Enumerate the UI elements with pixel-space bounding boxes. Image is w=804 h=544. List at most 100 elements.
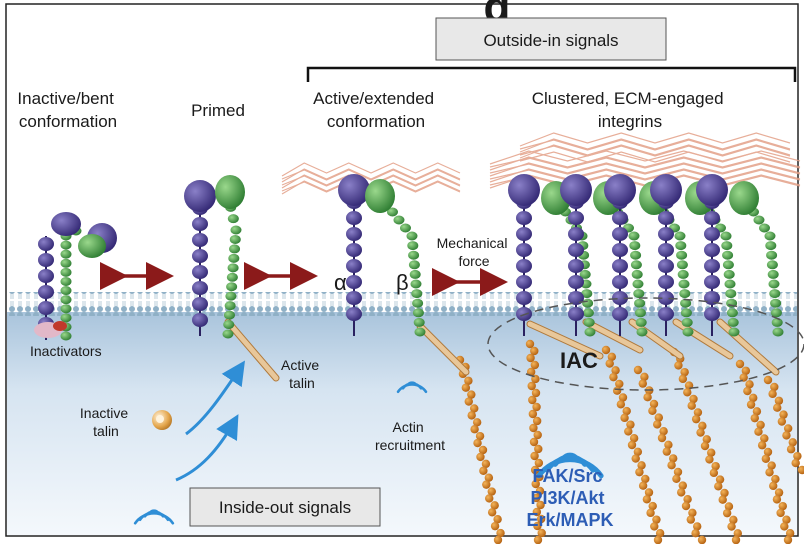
talin-rod: [583, 319, 643, 353]
actin-bead: [633, 447, 643, 456]
actin-bead: [729, 515, 738, 525]
actin-bead: [655, 529, 665, 538]
actin-bead: [739, 373, 748, 382]
actin-bead: [697, 535, 707, 544]
actin-bead: [496, 528, 505, 538]
beta-bead: [681, 317, 693, 327]
beta-bead: [60, 249, 72, 259]
actin-bead: [533, 521, 542, 531]
actin-bead: [797, 465, 804, 475]
beta-bead: [407, 241, 419, 251]
alpha-domain: [568, 275, 584, 289]
alpha-domain: [192, 233, 208, 247]
actin-bead: [485, 494, 494, 503]
actin-bead: [648, 501, 657, 511]
actin-bead: [769, 481, 778, 491]
actin-bead: [641, 474, 650, 484]
actin-bead: [778, 501, 787, 511]
actin-bead: [779, 410, 788, 419]
actin-bead: [707, 448, 716, 457]
alpha-domain: [658, 243, 674, 257]
actin-bead: [786, 445, 796, 454]
actin-bead: [677, 488, 686, 497]
alpha-domain: [612, 259, 628, 273]
alpha-domain: [612, 291, 628, 305]
ecm-fibre: [489, 157, 801, 169]
beta-bead: [759, 223, 770, 233]
actin-filaments: [455, 339, 804, 544]
actin-bead: [618, 393, 628, 402]
beta-bead: [224, 301, 236, 311]
actin-bead: [464, 397, 473, 406]
beta-bead: [680, 298, 692, 308]
actin-bead: [674, 361, 683, 370]
actin-bead: [793, 451, 802, 461]
beta-bead: [60, 240, 72, 250]
beta-bead: [584, 327, 596, 337]
stage-clustered-label: Clustered, ECM-engaged integrins: [532, 89, 729, 131]
inside-out-arrow-1: [185, 360, 245, 436]
alpha-domain: [704, 243, 720, 257]
beta-bead: [406, 231, 418, 241]
outside-in-label: Outside-in signals: [483, 31, 618, 50]
alpha-domain: [704, 211, 720, 225]
actin-bead: [626, 420, 635, 429]
beta-bead: [579, 269, 591, 279]
alpha-domain: [346, 259, 362, 273]
actin-bead: [525, 339, 535, 349]
alpha-head: [184, 180, 216, 212]
actin-bead: [689, 394, 698, 404]
actin-bead: [693, 408, 703, 417]
actin-bead: [607, 352, 617, 361]
inside-out-label: Inside-out signals: [219, 498, 351, 517]
actin-bead: [612, 386, 622, 395]
actin-bead: [783, 535, 793, 544]
alpha-domain: [568, 227, 584, 241]
beta-bead: [682, 327, 694, 337]
alpha-label: α: [334, 270, 347, 295]
inside-out-arrow-2: [175, 414, 239, 482]
alpha-domain: [346, 275, 362, 289]
actin-bead: [536, 514, 546, 524]
alpha-domain: [346, 227, 362, 241]
beta-bead: [60, 304, 72, 314]
actin-bead: [648, 406, 657, 415]
actin-bead: [646, 508, 655, 518]
actin-bead: [605, 359, 614, 368]
beta-bead: [767, 269, 779, 279]
beta-bead: [228, 253, 240, 263]
alpha-domain: [516, 291, 532, 305]
beta-bead: [60, 295, 72, 305]
actin-bead: [482, 480, 491, 489]
actin-bead: [714, 482, 723, 491]
alpha-domain: [612, 227, 628, 241]
beta-head: [729, 181, 759, 215]
actin-bead: [467, 411, 476, 420]
actin-bead: [644, 488, 654, 497]
actin-bead: [720, 488, 729, 498]
actin-bead: [650, 522, 659, 531]
actin-bead: [534, 458, 544, 468]
alpha-domain: [346, 307, 362, 321]
actin-bead: [638, 481, 648, 490]
alpha-head: [338, 174, 370, 206]
actin-bead: [667, 461, 676, 470]
actin-bead: [770, 382, 779, 392]
actin-bead: [461, 383, 471, 392]
actin-bead: [490, 521, 500, 531]
beta-bead: [771, 317, 783, 327]
actin-bead: [745, 380, 754, 389]
actin-bead: [683, 495, 692, 504]
actin-bead: [662, 447, 671, 456]
alpha-domain: [192, 313, 208, 327]
actin-bead: [530, 346, 539, 356]
actin-bead: [643, 393, 652, 402]
alpha-domain: [568, 243, 584, 257]
actin-bead: [768, 389, 777, 399]
actin-bead: [687, 401, 696, 410]
beta-bead: [583, 317, 595, 327]
iac-region: [487, 297, 804, 391]
beta-bead: [675, 241, 687, 251]
actin-bead: [640, 372, 649, 381]
actin-bead: [771, 474, 780, 484]
